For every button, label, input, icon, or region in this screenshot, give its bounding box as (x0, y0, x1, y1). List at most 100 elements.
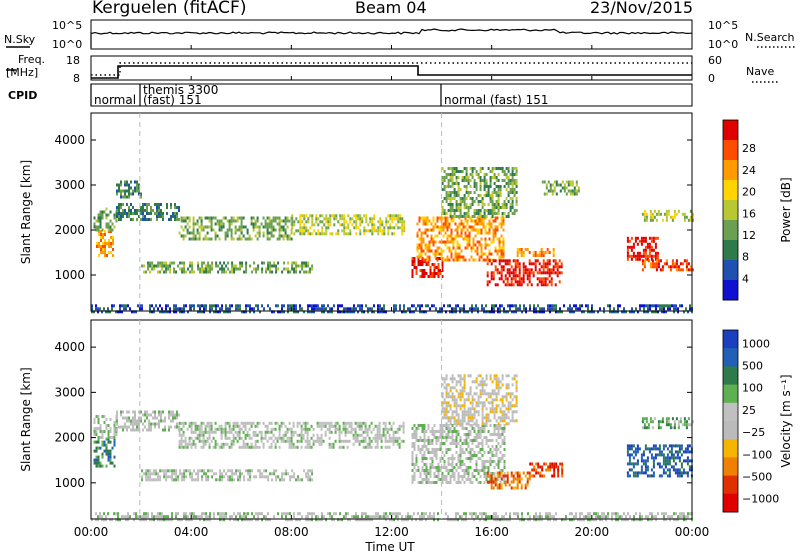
data-cell (516, 480, 519, 484)
data-cell (485, 422, 488, 426)
data-cell (457, 191, 460, 194)
data-cell (450, 228, 453, 232)
data-cell (461, 422, 464, 426)
data-cell (507, 404, 510, 408)
data-cell (348, 439, 351, 443)
data-cell (487, 310, 489, 314)
data-cell (116, 183, 118, 187)
data-cell (638, 447, 641, 451)
data-cell (323, 223, 326, 227)
data-cell (502, 243, 505, 247)
data-cell (511, 176, 514, 179)
data-cell (312, 439, 315, 443)
data-cell (287, 310, 289, 314)
data-cell (280, 219, 283, 223)
data-cell (505, 167, 508, 170)
data-cell (445, 466, 448, 469)
data-cell (461, 451, 464, 454)
data-cell (330, 430, 333, 434)
data-cell (186, 231, 189, 235)
data-cell (251, 270, 254, 274)
data-cell (236, 216, 239, 220)
data-cell (449, 200, 452, 203)
data-cell (646, 242, 649, 246)
data-cell (311, 264, 314, 268)
data-cell (680, 453, 683, 457)
data-cell (104, 230, 106, 233)
data-cell (199, 307, 201, 311)
data-cell (413, 424, 416, 427)
data-cell (628, 453, 631, 457)
data-cell (503, 212, 506, 215)
data-cell (134, 189, 136, 193)
data-cell (208, 237, 211, 241)
data-cell (691, 310, 693, 314)
data-cell (492, 271, 495, 275)
data-cell (468, 231, 471, 235)
data-cell (516, 251, 519, 254)
data-cell (345, 226, 348, 230)
data-cell (646, 245, 649, 249)
data-cell (134, 428, 136, 432)
data-cell (253, 307, 255, 311)
data-cell (677, 423, 680, 427)
data-cell (628, 459, 631, 463)
data-cell (299, 478, 302, 482)
data-cell (285, 469, 288, 473)
data-cell (483, 436, 486, 439)
data-cell (393, 232, 396, 236)
data-cell (455, 307, 457, 311)
data-cell (621, 310, 623, 314)
data-cell (506, 259, 509, 263)
data-cell (529, 304, 531, 308)
data-cell (677, 310, 679, 314)
data-cell (120, 212, 122, 215)
data-cell (626, 257, 629, 261)
data-cell (640, 242, 643, 246)
data-cell (310, 424, 313, 428)
data-cell (203, 270, 206, 274)
data-cell (246, 430, 249, 434)
data-cell (416, 249, 419, 253)
data-cell (330, 424, 333, 428)
data-cell (451, 410, 454, 414)
data-cell (472, 228, 475, 232)
data-cell (641, 268, 644, 272)
data-cell (668, 450, 671, 454)
data-cell (323, 217, 326, 221)
data-cell (467, 179, 470, 182)
data-cell (403, 223, 406, 227)
data-cell (491, 200, 494, 203)
data-cell (463, 463, 466, 466)
data-cell (222, 225, 225, 229)
data-cell (457, 188, 460, 191)
data-cell (457, 454, 460, 457)
data-cell (146, 209, 148, 212)
data-cell (482, 258, 485, 262)
data-cell (343, 232, 346, 236)
data-cell (441, 481, 444, 484)
data-cell (104, 233, 106, 236)
data-cell (486, 271, 489, 275)
data-cell (307, 229, 310, 233)
data-cell (258, 225, 261, 229)
data-cell (316, 424, 319, 428)
data-cell (228, 430, 231, 434)
data-cell (507, 215, 510, 218)
data-cell (196, 433, 199, 437)
data-cell (194, 442, 197, 446)
data-cell (484, 246, 487, 250)
data-cell (287, 304, 289, 308)
data-cell (320, 433, 323, 437)
data-cell (399, 307, 401, 311)
data-cell (489, 448, 492, 451)
data-cell (471, 439, 474, 442)
data-cell (422, 231, 425, 235)
data-cell (416, 222, 419, 226)
data-cell (329, 307, 331, 311)
data-cell (506, 277, 509, 281)
data-cell (293, 310, 295, 314)
data-cell (338, 445, 341, 449)
data-cell (518, 262, 521, 266)
data-cell (445, 383, 448, 387)
